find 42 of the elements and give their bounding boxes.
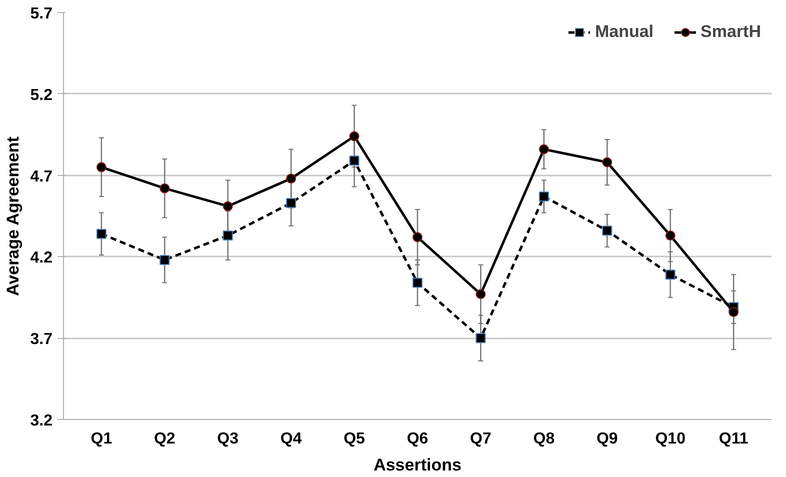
x-tick-label: Q5	[344, 430, 366, 448]
point	[665, 230, 676, 241]
y-tick-label: 3.2	[30, 412, 53, 430]
point	[286, 198, 296, 208]
x-axis-title: Assertions	[374, 456, 462, 474]
point	[602, 157, 612, 168]
point	[349, 131, 360, 142]
x-tick-label: Q4	[280, 430, 302, 448]
point	[96, 228, 106, 239]
point	[412, 278, 422, 288]
y-tick-label: 4.7	[30, 168, 53, 186]
point	[412, 232, 422, 242]
y-tick-label: 4.2	[30, 250, 53, 267]
point	[222, 201, 233, 212]
x-tick-label: Q8	[533, 430, 555, 448]
point	[476, 289, 486, 300]
x-tick-label: Q3	[217, 430, 239, 448]
point	[476, 333, 486, 344]
x-tick-label: Q2	[154, 430, 176, 448]
point	[349, 156, 360, 166]
x-tick-label: Q1	[90, 430, 112, 448]
x-tick-label: Q10	[655, 430, 686, 448]
x-tick-label: Q11	[718, 430, 748, 448]
point	[96, 162, 106, 172]
legend-label: SmartH	[700, 22, 761, 42]
point	[222, 230, 233, 241]
point	[538, 144, 549, 154]
point	[665, 270, 676, 280]
x-tick-label: Q7	[470, 430, 492, 448]
y-tick-label: 5.7	[30, 6, 53, 22]
y-axis-title: Average Agreement	[3, 136, 22, 296]
point	[160, 254, 170, 265]
y-tick-label: 5.2	[30, 86, 53, 104]
point	[602, 226, 612, 236]
point	[160, 183, 170, 194]
x-tick-label: Q6	[406, 430, 428, 448]
point	[538, 191, 549, 202]
y-tick-label: 3.7	[30, 331, 53, 348]
point	[728, 307, 739, 318]
legend-label: Manual	[594, 22, 654, 42]
point	[286, 174, 296, 184]
x-tick-label: Q9	[596, 430, 618, 448]
